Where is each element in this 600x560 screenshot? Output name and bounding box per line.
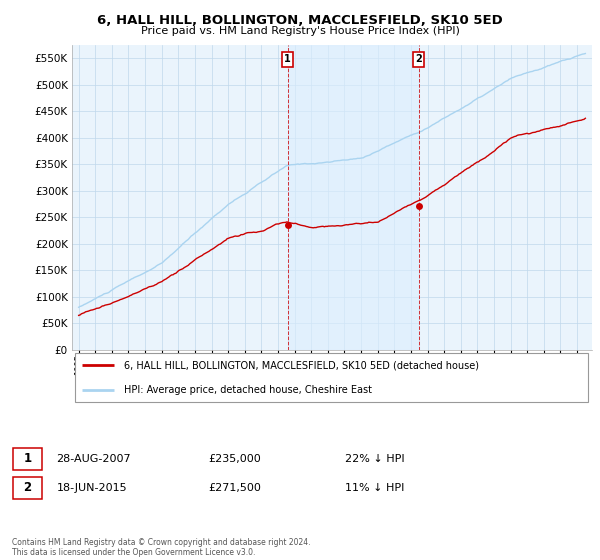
Text: 22% ↓ HPI: 22% ↓ HPI [344,454,404,464]
Bar [287,45,419,350]
FancyBboxPatch shape [13,448,41,470]
Text: Price paid vs. HM Land Registry's House Price Index (HPI): Price paid vs. HM Land Registry's House … [140,26,460,36]
Text: 2: 2 [415,54,422,64]
Text: 6, HALL HILL, BOLLINGTON, MACCLESFIELD, SK10 5ED: 6, HALL HILL, BOLLINGTON, MACCLESFIELD, … [97,14,503,27]
Text: 2: 2 [23,482,31,494]
FancyBboxPatch shape [13,477,41,499]
Text: £271,500: £271,500 [208,483,261,493]
Text: 1: 1 [23,452,31,465]
FancyBboxPatch shape [74,353,589,402]
Text: HPI: Average price, detached house, Cheshire East: HPI: Average price, detached house, Ches… [124,385,372,395]
Text: £235,000: £235,000 [208,454,261,464]
Text: 1: 1 [284,54,291,64]
Text: 6, HALL HILL, BOLLINGTON, MACCLESFIELD, SK10 5ED (detached house): 6, HALL HILL, BOLLINGTON, MACCLESFIELD, … [124,361,479,370]
Text: 18-JUN-2015: 18-JUN-2015 [56,483,127,493]
Text: 28-AUG-2007: 28-AUG-2007 [56,454,131,464]
Text: 11% ↓ HPI: 11% ↓ HPI [344,483,404,493]
Text: Contains HM Land Registry data © Crown copyright and database right 2024.
This d: Contains HM Land Registry data © Crown c… [12,538,311,557]
